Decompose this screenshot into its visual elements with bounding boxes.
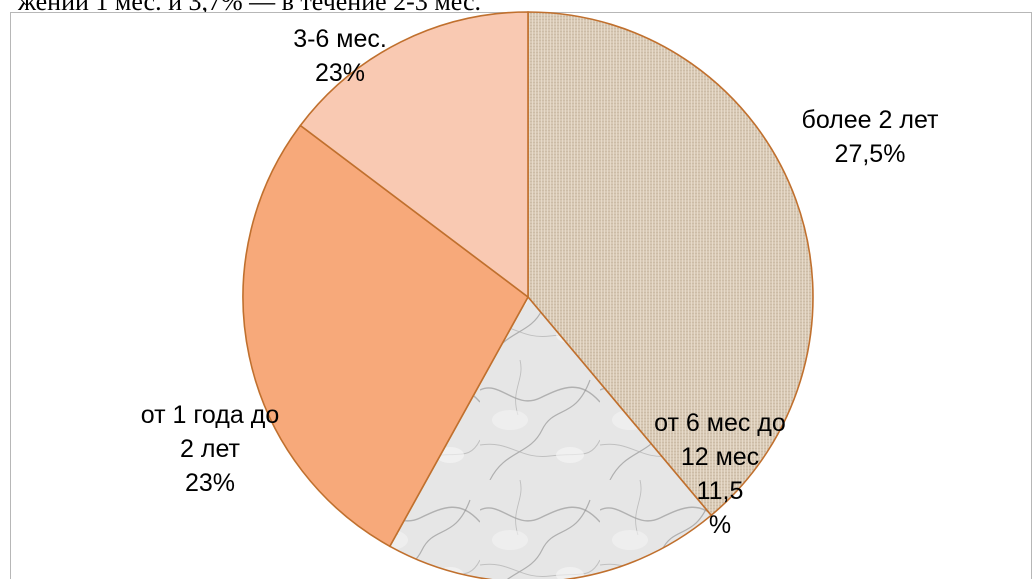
slice-more-than-2-years [527,11,814,517]
slice-percent-label: 11,5 [696,477,744,505]
label-1-to-2-years: от 1 года до 2 лет 23% [100,398,320,500]
slice-percent-label: 27,5% [834,140,906,168]
label-more-than-2-years: более 2 лет 27,5% [770,103,970,171]
slice-category-label: 2 лет [180,435,240,463]
slice-percent-label: 23% [314,59,366,87]
slice-3-to-6-months [299,11,529,299]
slice-category-label: от 1 года до [140,401,280,429]
label-6-to-12-months: от 6 мес до 12 мес 11,5% [610,406,830,542]
label-3-to-6-months: 3-6 мес. 23% [250,22,430,90]
slice-percent-label: % [708,511,732,539]
slice-percent-label: 23% [184,469,236,497]
slice-category-label: от 6 мес до [654,409,786,437]
slice-category-label: 12 мес [680,443,760,471]
slice-6-to-12-months [388,295,713,579]
slice-category-label: более 2 лет [801,106,939,134]
slice-1-to-2-years [242,124,530,548]
slice-category-label: 3-6 мес. [293,25,387,53]
